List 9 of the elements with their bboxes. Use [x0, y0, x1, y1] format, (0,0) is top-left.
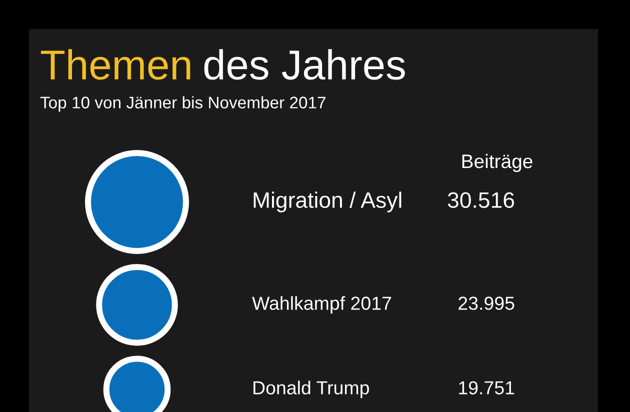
category-label: Migration / Asyl: [254, 192, 402, 212]
category-label: Donald Trump: [254, 380, 369, 398]
data-label: 30.516: [448, 192, 514, 208]
text: Beiträge: [462, 154, 532, 172]
data-label: 19.751: [459, 381, 514, 394]
text: Top 10 von Jänner bis November 2017: [40, 96, 326, 112]
category-label: Wahlkampf 2017: [252, 296, 392, 314]
text: Themen des Jahres: [40, 49, 405, 80]
data-label: 23.995: [458, 296, 514, 310]
